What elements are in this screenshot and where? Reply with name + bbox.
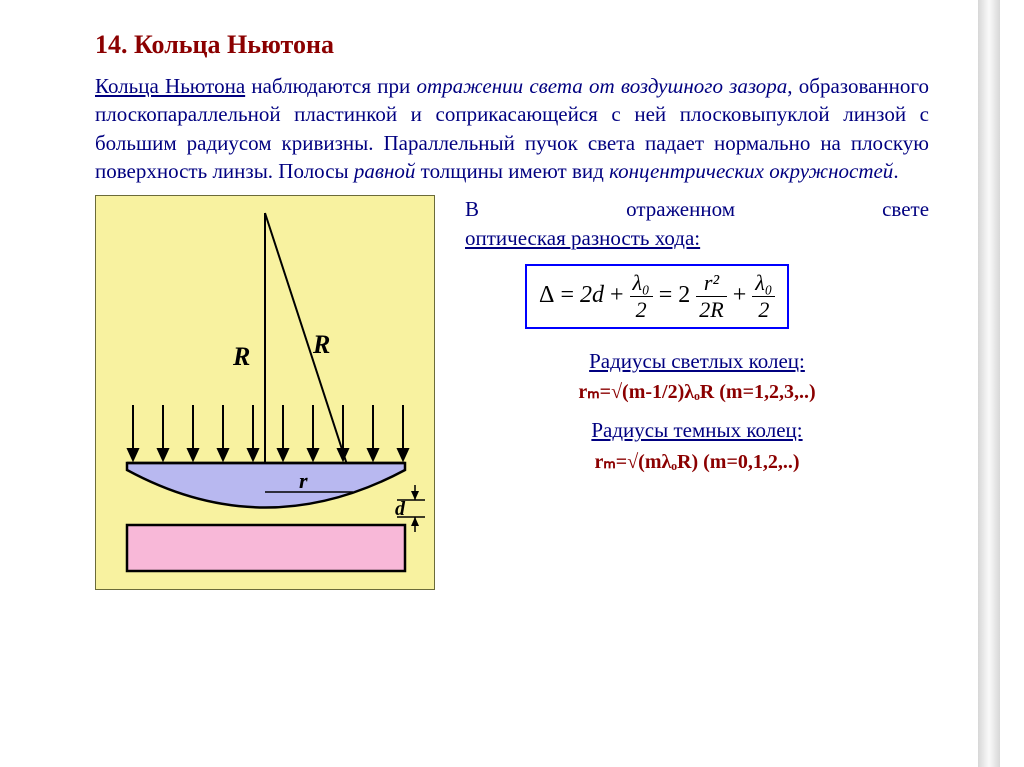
text-seg-4: . — [893, 159, 898, 183]
text-seg-3: толщины имеют вид — [415, 159, 609, 183]
diagram-column: R R — [95, 195, 435, 590]
light-rings-formula: rₘ=√(m-1/2)λₒR (m=1,2,3,..) — [465, 379, 929, 406]
sym-eq1: = — [560, 282, 574, 308]
newton-rings-diagram: R R — [95, 195, 435, 590]
term-circles: концентрических окружностей — [609, 159, 893, 183]
label-r: r — [299, 468, 308, 493]
coef-2: 2 — [678, 282, 690, 308]
frac-r2-2R: r² 2R — [696, 272, 726, 321]
text-seg-1: наблюдаются при — [245, 74, 416, 98]
light-rings-label: Радиусы светлых колец: — [465, 347, 929, 375]
content-row: R R — [95, 195, 929, 590]
slide-content: 14. Кольца Ньютона Кольца Ньютона наблюд… — [0, 0, 1024, 620]
optical-line: В отраженном свете оптическая разность х… — [465, 195, 929, 252]
term-equal: равной — [354, 159, 416, 183]
sym-plus1: + — [610, 282, 624, 308]
dark-rings-formula: rₘ=√(mλₒR) (m=0,1,2,..) — [465, 449, 929, 476]
right-decor-bar — [978, 0, 1000, 767]
label-R-left: R — [232, 342, 250, 371]
label-d: d — [395, 498, 406, 520]
sym-eq2: = — [659, 282, 673, 308]
opt-w2: отраженном — [626, 197, 735, 221]
right-column: В отраженном свете оптическая разность х… — [465, 195, 929, 590]
glass-slab — [127, 525, 405, 571]
dark-rings-label: Радиусы темных колец: — [465, 416, 929, 444]
term-2d: 2d — [580, 282, 604, 308]
opt-w3: свете — [882, 197, 929, 221]
sym-plus2: + — [733, 282, 747, 308]
frac-lambda-2-b: λ₀ 2 — [752, 272, 775, 321]
frac-lambda-2-a: λ₀ 2 — [630, 272, 653, 321]
intro-paragraph: Кольца Ньютона наблюдаются при отражении… — [95, 72, 929, 185]
term-reflection: отражении света от воздушного зазора — [416, 74, 787, 98]
opt-w1: В — [465, 197, 479, 221]
opt-line2: оптическая разность хода: — [465, 224, 929, 252]
label-R-right: R — [312, 330, 330, 359]
term-newton-rings: Кольца Ньютона — [95, 74, 245, 98]
slide-heading: 14. Кольца Ньютона — [95, 30, 929, 60]
path-difference-formula: Δ = 2d + λ₀ 2 = 2 r² 2R + — [525, 264, 789, 329]
sym-delta: Δ — [539, 282, 554, 308]
